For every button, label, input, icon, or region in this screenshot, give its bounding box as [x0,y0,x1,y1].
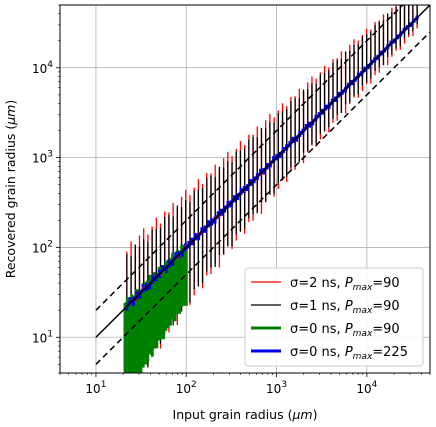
x-tick-base-1: 10 [176,382,191,396]
x-tick-base-2: 10 [266,382,281,396]
y-axis-label: Recovered grain radius (μm) [3,100,18,279]
x-tick-label-0: 101 [85,380,106,396]
y-tick-exp-0: 1 [47,329,53,339]
y-tick-exp-3: 4 [47,60,53,70]
legend: σ=2 ns, Pmax=90σ=1 ns, Pmax=90σ=0 ns, Pm… [244,267,424,367]
legend-prefix-2: σ=0 ns, [290,322,345,337]
y-tick-label-3: 104 [32,60,53,76]
reference-line-1 [95,5,404,311]
legend-prefix-3: σ=0 ns, [290,345,345,360]
x-tick-exp-3: 4 [372,380,378,390]
y-tick-base-1: 10 [32,241,47,255]
legend-p-symbol-0: P [345,276,353,291]
legend-entry-0: σ=2 ns, Pmax=90 [290,276,400,293]
legend-p-symbol-1: P [345,299,353,314]
legend-p-symbol-2: P [345,322,353,337]
x-axis-label: Input grain radius (μm) [173,407,318,422]
legend-entry-1: σ=1 ns, Pmax=90 [290,299,400,316]
plot-frame [59,4,431,374]
y-tick-base-2: 10 [32,152,47,166]
legend-p-value-1: =90 [372,299,399,314]
x-tick-exp-2: 3 [281,380,287,390]
y-tick-exp-1: 2 [47,239,53,249]
legend-box [244,267,424,367]
x-tick-exp-0: 1 [101,380,107,390]
x-tick-base-0: 10 [85,382,100,396]
legend-p-sub-1: max [353,306,373,316]
y-tick-label-1: 102 [32,239,53,255]
legend-p-sub-0: max [353,283,373,293]
legend-entry-2: σ=0 ns, Pmax=90 [290,322,400,339]
legend-p-value-0: =90 [372,276,399,291]
legend-p-symbol-3: P [345,345,353,360]
legend-entry-3: σ=0 ns, Pmax=225 [290,345,408,362]
legend-prefix-1: σ=1 ns, [290,299,345,314]
y-axis-label-unit: μm [3,105,18,126]
plot-area [95,5,430,373]
legend-p-sub-3: max [353,352,373,362]
y-axis-label-text: Recovered grain radius ( [3,125,18,278]
reference-line-0 [95,5,430,338]
x-tick-label-2: 103 [266,380,287,396]
y-tick-base-3: 10 [32,62,47,76]
y-tick-base-0: 10 [32,331,47,345]
legend-p-value-2: =90 [372,322,399,337]
y-tick-exp-2: 3 [47,150,53,160]
x-axis-label-text: Input grain radius ( [173,407,293,422]
x-tick-exp-1: 2 [191,380,197,390]
x-axis-label-close: ) [313,407,318,422]
x-tick-label-1: 102 [176,380,197,396]
x-tick-base-3: 10 [356,382,371,396]
x-axis-label-unit: μm [291,407,312,422]
legend-prefix-0: σ=2 ns, [290,276,345,291]
y-axis-label-close: ) [3,100,18,105]
x-tick-label-3: 104 [356,380,377,396]
y-tick-label-0: 101 [32,329,53,345]
legend-p-sub-2: max [353,329,373,339]
reference-line-2 [95,31,430,365]
legend-p-value-3: =225 [372,345,408,360]
y-tick-label-2: 103 [32,150,53,166]
